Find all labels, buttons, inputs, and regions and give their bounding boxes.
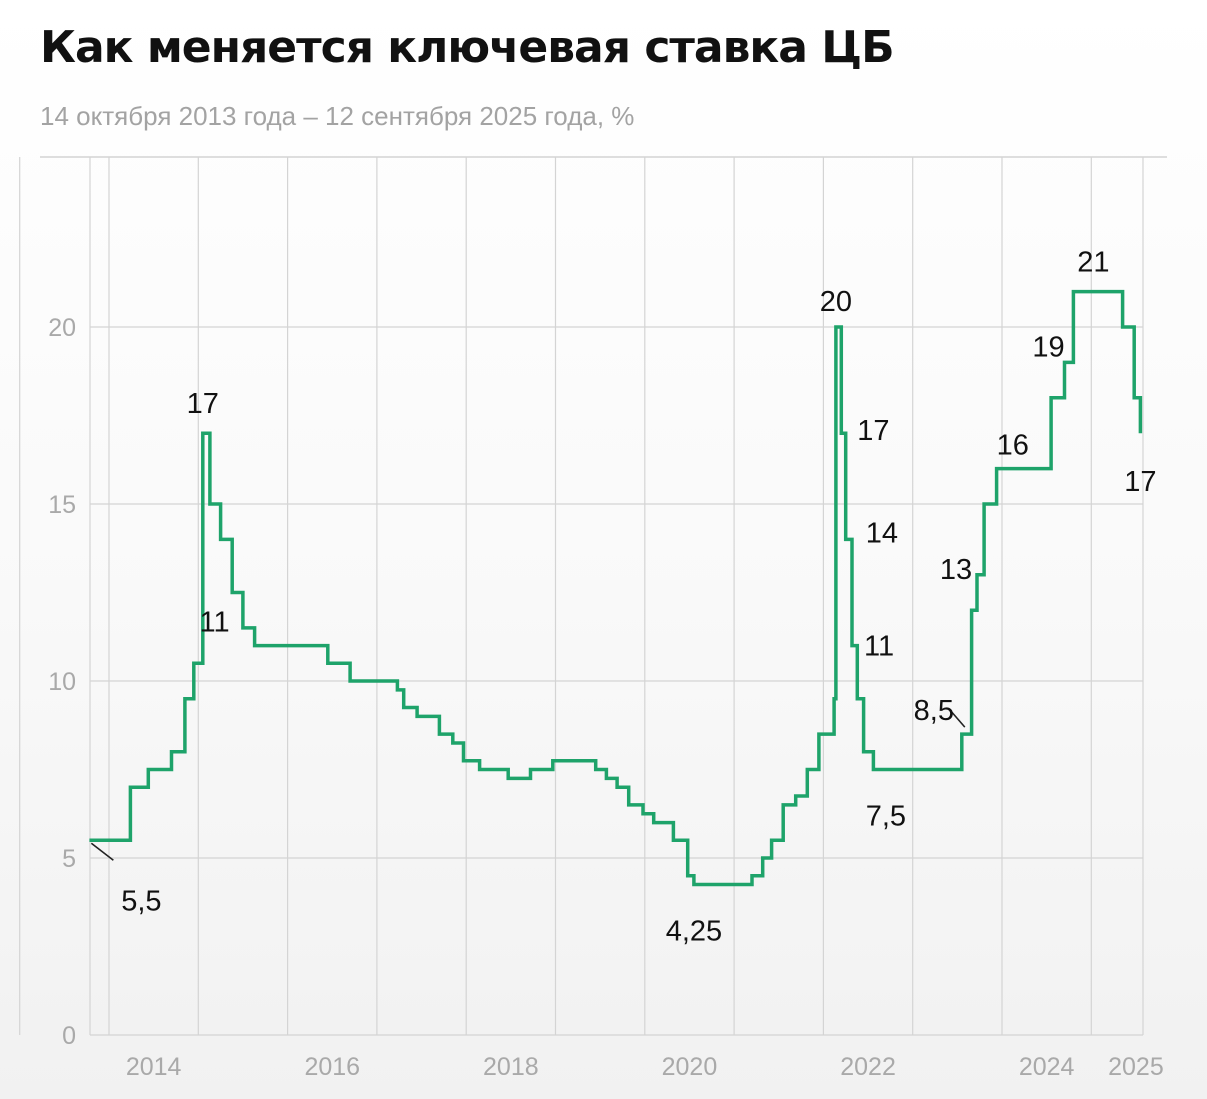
y-tick-label: 20	[48, 314, 76, 342]
x-tick-label: 2024	[1019, 1053, 1075, 1081]
x-tick-label: 2016	[304, 1053, 360, 1081]
annotation-leader	[90, 842, 114, 861]
y-tick-label: 0	[62, 1022, 76, 1050]
x-tick-label: 2014	[126, 1053, 182, 1081]
series-line-0	[89, 289, 1143, 887]
data-label: 5,5	[121, 885, 161, 917]
data-label: 17	[857, 415, 889, 447]
chart-title: Как меняется ключевая ставка ЦБ	[40, 22, 895, 73]
annotation-leader	[951, 711, 966, 728]
data-label: 14	[866, 517, 898, 549]
x-tick-label: 2025	[1108, 1053, 1164, 1081]
x-tick-label: 2022	[840, 1053, 896, 1081]
data-label: 16	[997, 430, 1029, 462]
data-label: 4,25	[666, 916, 722, 948]
data-label: 17	[187, 388, 219, 420]
grid	[19, 156, 1167, 1036]
data-label: 13	[940, 554, 972, 586]
data-label: 17	[1124, 466, 1156, 498]
y-tick-label: 15	[48, 491, 76, 519]
y-tick-label: 10	[48, 668, 76, 696]
data-label: 8,5	[914, 695, 954, 727]
data-label: 20	[820, 286, 852, 318]
data-label: 7,5	[866, 801, 906, 833]
data-label: 11	[864, 631, 894, 663]
y-tick-label: 5	[62, 845, 76, 873]
x-tick-label: 2018	[483, 1053, 539, 1081]
data-label: 21	[1077, 247, 1109, 279]
data-label: 11	[200, 607, 230, 639]
data-label: 19	[1032, 331, 1064, 363]
x-tick-label: 2020	[662, 1053, 718, 1081]
chart-subtitle: 14 октября 2013 года – 12 сентября 2025 …	[40, 101, 635, 131]
